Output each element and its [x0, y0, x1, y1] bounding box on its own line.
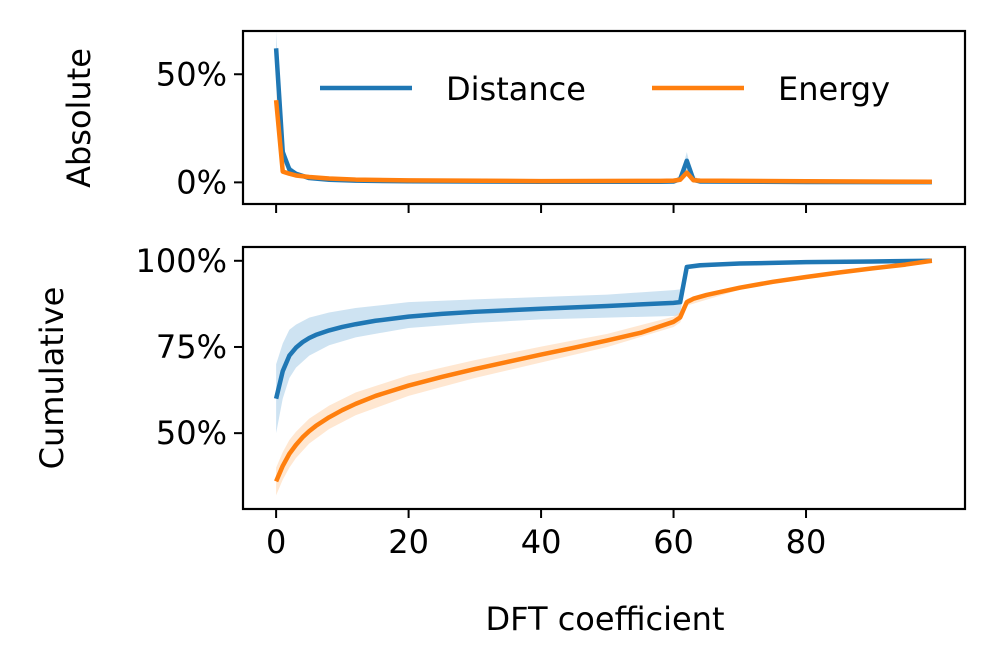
legend: Distance Energy [320, 70, 890, 108]
cumulative-xlabel: DFT coefficient [486, 600, 725, 638]
xtick-label-1-1: 20 [388, 523, 429, 561]
ytick-label-1-0: 50% [156, 414, 227, 452]
cumulative-panel: 0 20 40 60 80 50% 75% 100% Cumulative DFT coeff… [33, 242, 967, 638]
absolute-lines [273, 48, 932, 185]
distance-band-1 [276, 260, 932, 434]
energy-line-1 [274, 258, 933, 483]
absolute-panel: 0% 50% Absolute Distance Energy [60, 29, 967, 213]
cumulative-lines [273, 258, 933, 483]
ytick-label-1-2: 100% [136, 242, 227, 280]
absolute-ticks: 0% 50% [156, 55, 808, 213]
xtick-label-1-3: 60 [653, 523, 694, 561]
cumulative-ticks: 0 20 40 60 80 50% 75% 100% [136, 242, 827, 561]
ytick-label-1-1: 75% [156, 328, 227, 366]
legend-label-energy: Energy [778, 70, 890, 108]
distance-line-1 [273, 258, 932, 400]
cumulative-axes-frame [241, 245, 967, 511]
legend-label-distance: Distance [446, 70, 586, 108]
energy-band-1 [276, 260, 932, 496]
xtick-label-1-4: 80 [786, 523, 827, 561]
xtick-label-1-2: 40 [521, 523, 562, 561]
xtick-label-1-0: 0 [266, 523, 286, 561]
absolute-axes-frame [241, 29, 967, 206]
cumulative-ylabel: Cumulative [33, 287, 71, 470]
ytick-label-0-0: 0% [176, 163, 227, 201]
energy-line-0 [273, 99, 932, 184]
cumulative-bands [276, 260, 932, 496]
absolute-ylabel: Absolute [60, 48, 98, 188]
ytick-label-0-1: 50% [156, 55, 227, 93]
distance-line-0 [273, 48, 932, 185]
